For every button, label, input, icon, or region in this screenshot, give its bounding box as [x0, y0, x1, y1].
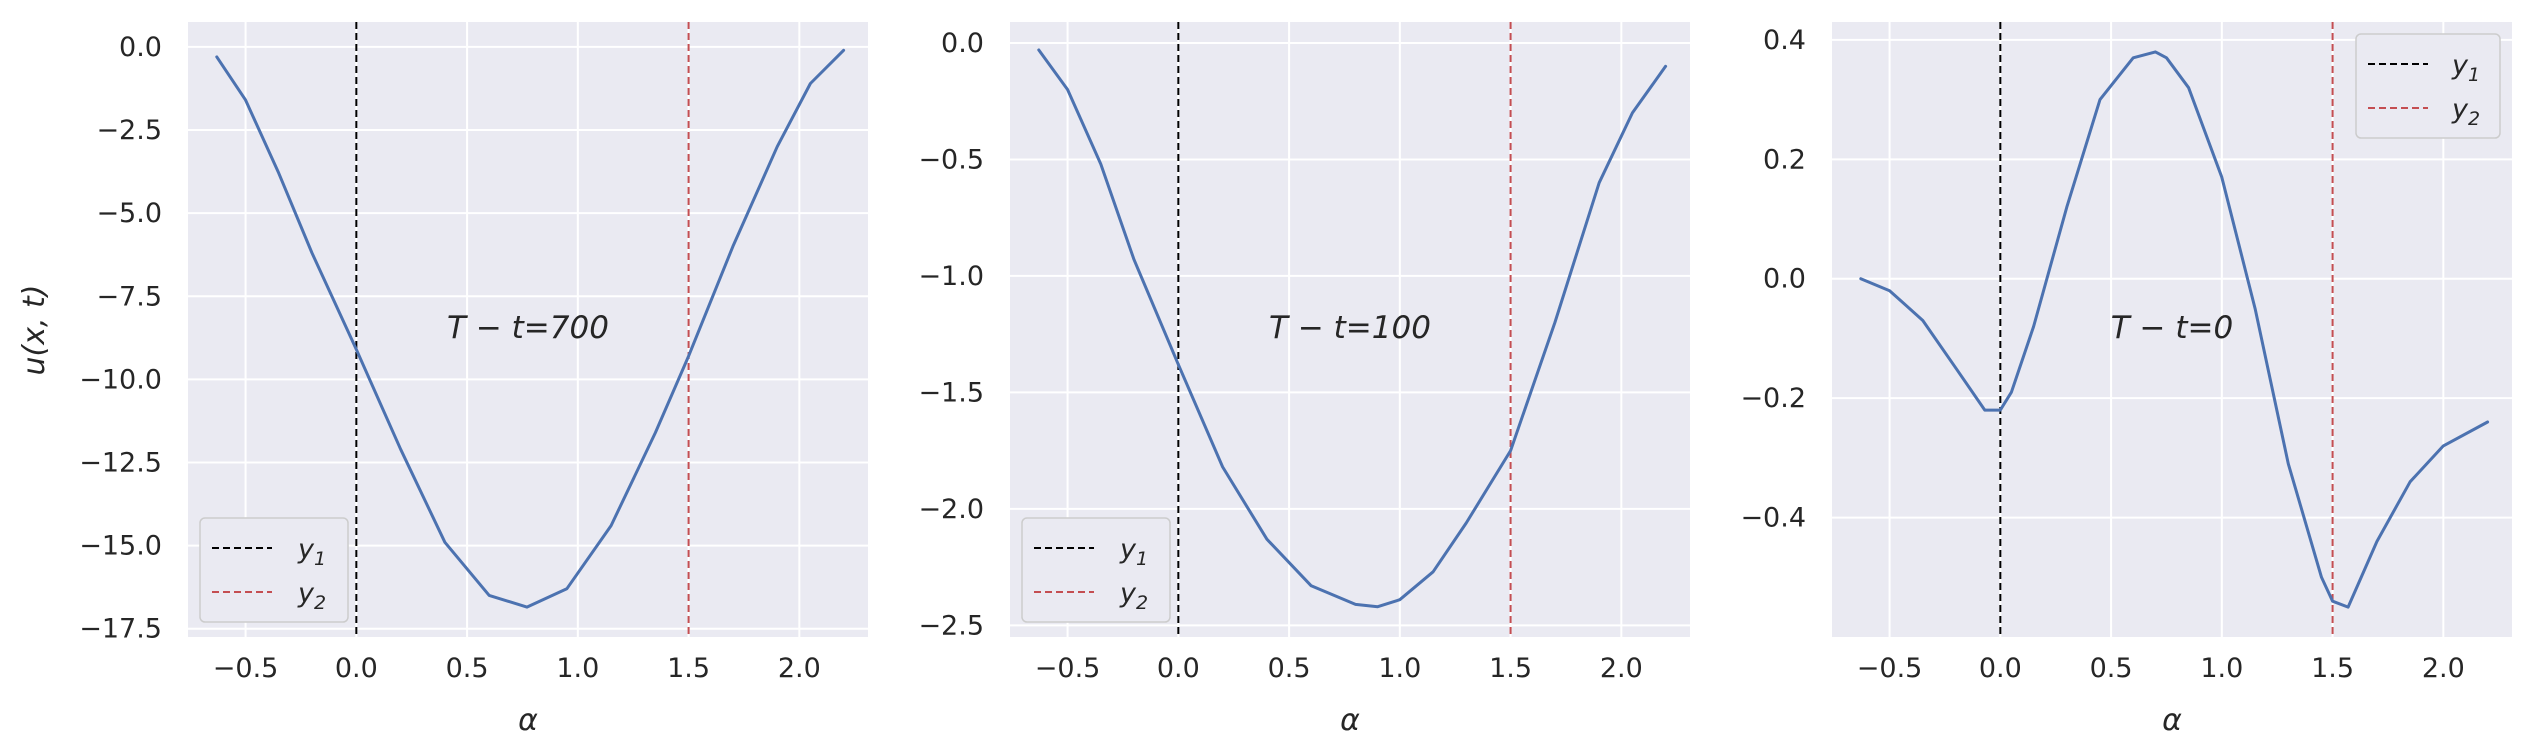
y-tick-label: −7.5	[96, 281, 162, 312]
y-tick-label: −17.5	[79, 614, 162, 645]
y-tick-labels: 0.0 −2.5 −5.0 −7.5 −10.0 −12.5 −15.0 −17.5	[79, 32, 162, 645]
y-tick-labels: 0.0 −0.5 −1.0 −1.5 −2.0 −2.5	[918, 28, 984, 641]
annotation: T − t=0	[2111, 310, 2233, 346]
x-tick-label: 2.0	[1600, 653, 1643, 684]
y-tick-label: −2.5	[96, 115, 162, 146]
legend: y1 y2	[1021, 517, 1171, 623]
y-tick-label: −10.0	[79, 364, 162, 395]
x-tick-label: 1.5	[1489, 653, 1532, 684]
panel-3: −0.5 0.0 0.5 1.0 1.5 2.0 0.4 0.2 0.0 −0.2 −0.4 T …	[1740, 22, 2512, 738]
legend-box	[2355, 33, 2501, 139]
legend-y1-label: y1	[297, 534, 326, 570]
gridlines	[1832, 22, 2512, 637]
y-tick-label: −12.5	[79, 447, 162, 478]
x-tick-label: 0.5	[446, 653, 489, 684]
x-tick-label: 1.0	[556, 653, 599, 684]
y-tick-label: 0.0	[1763, 264, 1806, 295]
x-tick-label: 1.0	[1378, 653, 1421, 684]
x-tick-label: 0.0	[335, 653, 378, 684]
legend-y2-label: y2	[2451, 94, 2480, 130]
legend: y1 y2	[199, 517, 349, 623]
series-line-path	[215, 48, 846, 609]
x-axis-label: α	[518, 703, 538, 738]
x-tick-label: 0.0	[1979, 653, 2022, 684]
series-line	[1037, 48, 1668, 609]
y-tick-label: −2.0	[918, 494, 984, 525]
series-line-path	[1859, 50, 2490, 609]
y-tick-label: −0.4	[1740, 503, 1806, 534]
x-tick-label: 1.5	[2311, 653, 2354, 684]
x-tick-label: 2.0	[2422, 653, 2465, 684]
y-tick-label: −1.5	[918, 377, 984, 408]
y-tick-label: 0.4	[1763, 25, 1806, 56]
panel-2: −0.5 0.0 0.5 1.0 1.5 2.0 0.0 −0.5 −1.0 −1.5 −2.0 −…	[918, 22, 1690, 738]
x-tick-label: 2.0	[778, 653, 821, 684]
legend-y2-label: y2	[1119, 578, 1148, 614]
y-tick-label: −0.2	[1740, 383, 1806, 414]
y-tick-label: −15.0	[79, 531, 162, 562]
vlines	[1177, 22, 1512, 637]
x-tick-label: −0.5	[1857, 653, 1923, 684]
x-tick-label: −0.5	[213, 653, 279, 684]
legend-y1-label: y1	[2451, 50, 2480, 86]
y-tick-labels: 0.4 0.2 0.0 −0.2 −0.4	[1740, 25, 1806, 534]
x-axis-label: α	[2162, 703, 2182, 738]
legend-y2-label: y2	[297, 578, 326, 614]
x-tick-label: 0.5	[1268, 653, 1311, 684]
x-tick-label: 0.5	[2090, 653, 2133, 684]
legend: y1 y2	[2355, 33, 2501, 139]
x-tick-label: −0.5	[1035, 653, 1101, 684]
series-line-path	[1037, 48, 1668, 609]
series-line	[215, 48, 846, 609]
x-tick-labels: −0.5 0.0 0.5 1.0 1.5 2.0	[1035, 653, 1643, 684]
y-tick-label: −0.5	[918, 144, 984, 175]
x-axis-label: α	[1340, 703, 1360, 738]
x-tick-labels: −0.5 0.0 0.5 1.0 1.5 2.0	[213, 653, 821, 684]
y-tick-label: −1.0	[918, 261, 984, 292]
vlines	[1999, 22, 2334, 637]
x-tick-label: 0.0	[1157, 653, 1200, 684]
panel-1: −0.5 0.0 0.5 1.0 1.5 2.0 0.0 −2.5 −5.0 −7.5 −10.0…	[17, 22, 868, 738]
y-axis-label: u(x, t)	[17, 284, 52, 375]
y-tick-label: −2.5	[918, 610, 984, 641]
series-line	[1859, 50, 2490, 609]
vlines	[355, 22, 690, 637]
y-tick-label: 0.0	[119, 32, 162, 63]
legend-box	[1021, 517, 1171, 623]
x-tick-labels: −0.5 0.0 0.5 1.0 1.5 2.0	[1857, 653, 2465, 684]
annotation: T − t=100	[1269, 310, 1431, 346]
annotation: T − t=700	[447, 310, 609, 346]
gridlines	[188, 22, 868, 637]
y-tick-label: −5.0	[96, 198, 162, 229]
y-tick-label: 0.0	[941, 28, 984, 59]
x-tick-label: 1.0	[2200, 653, 2243, 684]
x-tick-label: 1.5	[667, 653, 710, 684]
legend-box	[199, 517, 349, 623]
legend-y1-label: y1	[1119, 534, 1148, 570]
y-tick-label: 0.2	[1763, 144, 1806, 175]
